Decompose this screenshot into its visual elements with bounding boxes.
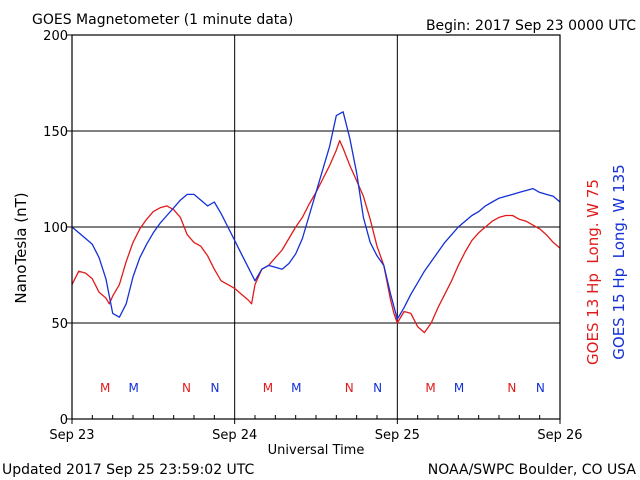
annotation-m: M: [454, 381, 464, 395]
y-tick-label: 100: [43, 221, 68, 236]
annotation-n: N: [345, 381, 354, 395]
legend-goes15: GOES 15 Hp Long. W 135: [610, 164, 628, 359]
annotation-m: M: [263, 381, 273, 395]
annotation-n: N: [373, 381, 382, 395]
legend-goes13: GOES 13 Hp Long. W 75: [584, 179, 602, 365]
annotation-n: N: [507, 381, 516, 395]
annotation-m: M: [291, 381, 301, 395]
y-tick-label: 200: [43, 29, 68, 44]
series-goes15-line: [71, 111, 561, 320]
grid: [72, 35, 560, 419]
x-tick-label: Sep 25: [375, 428, 420, 443]
plot-frame: [71, 34, 561, 420]
annotation-m: M: [425, 381, 435, 395]
series-lines: [71, 111, 561, 334]
x-tick-label: Sep 26: [537, 428, 582, 443]
y-tick-label: 50: [51, 317, 68, 332]
annotation-n: N: [182, 381, 191, 395]
annotation-n: N: [211, 381, 220, 395]
series-goes13-line: [71, 139, 561, 334]
x-tick-label: Sep 23: [49, 428, 94, 443]
x-tick-label: Sep 24: [212, 428, 257, 443]
x-axis-label: Universal Time: [268, 443, 365, 458]
annotation-n: N: [536, 381, 545, 395]
y-tick-label: 150: [43, 125, 68, 140]
credit-label: NOAA/SWPC Boulder, CO USA: [428, 462, 637, 478]
annotation-m: M: [128, 381, 138, 395]
begin-label: Begin: 2017 Sep 23 0000 UTC: [426, 18, 636, 34]
y-tick-label: 0: [60, 413, 68, 428]
annotation-m: M: [100, 381, 110, 395]
axis-ticks: 0 50 100 150 200 Sep 23 Sep 24 Sep 25 Sep 26: [43, 29, 582, 443]
chart-title: GOES Magnetometer (1 minute data): [32, 12, 293, 28]
updated-label: Updated 2017 Sep 25 23:59:02 UTC: [2, 462, 255, 478]
y-axis-label: NanoTesla (nT): [12, 192, 30, 303]
